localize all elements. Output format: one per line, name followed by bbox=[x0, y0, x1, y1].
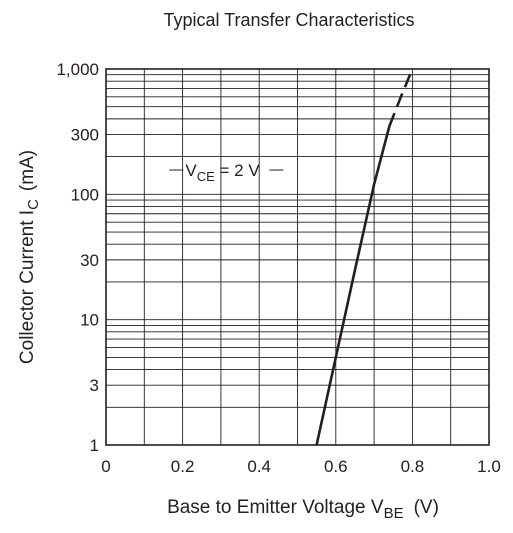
x-tick-label: 1.0 bbox=[477, 457, 501, 476]
x-axis-label-main: Base to Emitter Voltage V bbox=[167, 497, 384, 518]
x-axis-label-subscript: BE bbox=[384, 505, 404, 522]
annotation-rest: = 2 V bbox=[215, 161, 261, 180]
plot-frame bbox=[105, 68, 490, 446]
y-tick-label: 1 bbox=[90, 436, 99, 455]
y-tick-label: 100 bbox=[71, 185, 99, 204]
x-tick-label: 0 bbox=[101, 457, 110, 476]
annotation-subscript: CE bbox=[197, 169, 215, 184]
y-tick-label: 300 bbox=[71, 126, 99, 145]
y-tick-label: 3 bbox=[90, 376, 99, 395]
chart-title: Typical Transfer Characteristics bbox=[163, 10, 414, 30]
x-tick-label: 0.2 bbox=[171, 457, 195, 476]
series-line-dashed bbox=[388, 68, 414, 127]
series-lines bbox=[169, 68, 414, 446]
x-tick-label: 0.8 bbox=[401, 457, 425, 476]
annotation-vce: VCE = 2 V bbox=[185, 161, 260, 184]
y-tick-labels: 1 3 10 30 100 300 1,000 bbox=[56, 60, 99, 455]
x-axis-label: Base to Emitter Voltage VBE (V) bbox=[167, 497, 439, 522]
x-tick-labels: 0 0.2 0.4 0.6 0.8 1.0 bbox=[101, 457, 501, 476]
y-tick-label: 1,000 bbox=[56, 60, 99, 79]
y-axis-label-subscript: C bbox=[25, 199, 42, 210]
annotation-main: V bbox=[185, 161, 197, 180]
x-tick-label: 0.4 bbox=[247, 457, 271, 476]
y-axis-label-main: Collector Current I bbox=[17, 210, 38, 364]
x-tick-label: 0.6 bbox=[324, 457, 348, 476]
y-axis-label-unit: (mA) bbox=[17, 150, 38, 191]
x-axis-label-unit: (V) bbox=[414, 497, 439, 518]
y-axis-label: Collector Current IC (mA) bbox=[17, 150, 42, 364]
series-line-solid bbox=[315, 125, 391, 446]
grid bbox=[106, 69, 489, 445]
y-tick-label: 30 bbox=[80, 251, 99, 270]
y-tick-label: 10 bbox=[80, 311, 99, 330]
